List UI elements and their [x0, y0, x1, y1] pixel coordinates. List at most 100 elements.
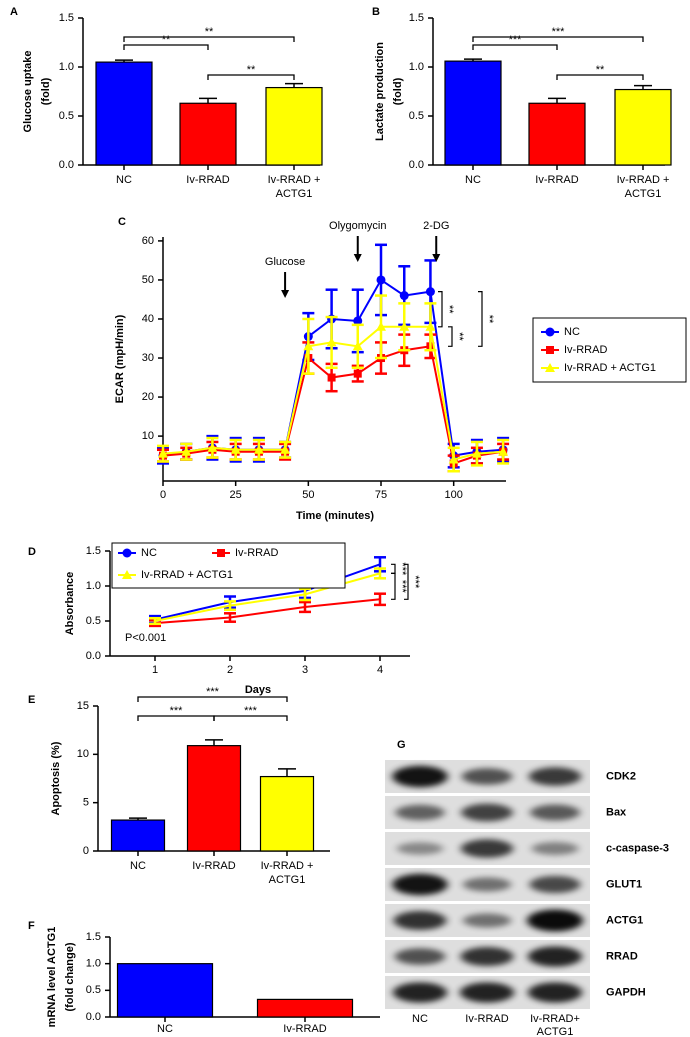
significance-label: ** — [162, 34, 171, 46]
marker — [546, 346, 554, 354]
y-tick-label: 60 — [142, 235, 154, 247]
y-axis-label: Absorbance — [64, 572, 76, 636]
y-tick-label: 1.0 — [409, 61, 424, 73]
x-tick-label: 25 — [230, 489, 242, 501]
significance-bracket — [404, 563, 409, 600]
blot-lane-label: Iv-RRAD+ — [530, 1013, 580, 1025]
blot-row-label: GLUT1 — [606, 878, 642, 890]
blot-band — [462, 877, 512, 892]
y-tick-label: 10 — [77, 748, 89, 760]
x-tick-label: 75 — [375, 489, 387, 501]
x-tick-label: Iv-RRAD — [186, 174, 229, 186]
significance-label: ** — [453, 332, 465, 341]
x-tick-label: 100 — [444, 489, 462, 501]
blot-band — [528, 767, 582, 786]
arrow-head — [353, 254, 362, 262]
legend-label: Iv-RRAD — [564, 344, 607, 356]
panel-label: A — [10, 6, 18, 18]
significance-label: *** — [552, 26, 566, 38]
marker — [353, 369, 362, 378]
x-tick-label: Iv-RRAD + — [261, 860, 314, 872]
y-tick-label: 0.5 — [86, 615, 101, 627]
y-tick-label: 15 — [77, 700, 89, 712]
panel-label: C — [118, 216, 126, 228]
significance-bracket — [213, 715, 288, 721]
significance-bracket — [478, 291, 483, 347]
blot-band — [462, 913, 512, 928]
series-line — [154, 598, 381, 625]
panel-label: E — [28, 694, 35, 706]
marker — [158, 448, 168, 458]
y-tick-label: 0.0 — [86, 1011, 101, 1023]
x-tick-label: NC — [116, 174, 132, 186]
y-tick-label: 20 — [142, 391, 154, 403]
y-axis-label: mRNA level ACTG1 — [46, 927, 58, 1028]
significance-bracket — [123, 44, 209, 50]
blot-band — [393, 911, 447, 930]
bar — [116, 963, 214, 1018]
blot-band — [530, 804, 580, 821]
y-tick-label: 0.5 — [59, 110, 74, 122]
marker — [207, 442, 218, 452]
marker — [352, 341, 363, 351]
marker — [498, 446, 509, 456]
blot-row-label: GAPDH — [606, 986, 646, 998]
marker — [280, 444, 291, 454]
panel-label: G — [397, 739, 406, 751]
x-tick-label: ACTG1 — [269, 874, 306, 886]
significance-bracket — [448, 326, 453, 347]
bar — [528, 102, 586, 166]
y-tick-label: 0 — [83, 845, 89, 857]
y-axis-label: (fold change) — [64, 942, 76, 1011]
annotation: Glucose — [265, 256, 305, 268]
panel-label: D — [28, 546, 36, 558]
bar — [614, 88, 672, 166]
x-tick-label: Iv-RRAD + — [268, 174, 321, 186]
marker — [376, 275, 386, 285]
x-tick-label: Iv-RRAD — [192, 860, 235, 872]
significance-label: *** — [509, 34, 523, 46]
blot-band — [527, 946, 583, 967]
y-tick-label: 1.5 — [86, 931, 101, 943]
marker — [425, 287, 435, 297]
y-tick-label: 50 — [142, 274, 154, 286]
significance-label: *** — [396, 580, 408, 594]
legend-label: Iv-RRAD + ACTG1 — [141, 569, 233, 581]
y-tick-label: 0.5 — [409, 110, 424, 122]
bar — [265, 86, 323, 166]
bar — [444, 60, 502, 166]
blot-lane-label: NC — [412, 1013, 428, 1025]
marker — [353, 316, 363, 326]
legend-label: NC — [564, 326, 580, 338]
marker — [122, 548, 132, 558]
marker — [326, 337, 337, 347]
x-tick-label: ACTG1 — [625, 188, 662, 200]
x-tick-label: Iv-RRAD — [283, 1023, 326, 1035]
marker — [448, 454, 459, 464]
blot-band — [461, 768, 513, 785]
blot-band — [392, 765, 448, 788]
blot-band — [392, 873, 448, 896]
x-tick-label: 3 — [302, 664, 308, 676]
blot-band — [392, 982, 448, 1003]
bar — [256, 998, 354, 1018]
x-tick-label: Iv-RRAD — [535, 174, 578, 186]
legend-label: Iv-RRAD + ACTG1 — [564, 362, 656, 374]
bar — [95, 61, 153, 166]
blot-row-label: ACTG1 — [606, 914, 643, 926]
bar — [186, 745, 242, 852]
blot-lane-label: Iv-RRAD — [465, 1013, 508, 1025]
blot-band — [459, 982, 515, 1003]
blot-row-label: Bax — [606, 806, 627, 818]
y-tick-label: 1.5 — [409, 12, 424, 24]
blot-band — [527, 982, 583, 1003]
y-tick-label: 1.5 — [59, 12, 74, 24]
significance-label: *** — [244, 705, 258, 717]
y-tick-label: 30 — [142, 352, 154, 364]
blot-band — [531, 842, 579, 855]
blot-band — [527, 909, 583, 932]
x-tick-label: Iv-RRAD + — [617, 174, 670, 186]
y-tick-label: 1.0 — [86, 958, 101, 970]
marker — [181, 446, 192, 456]
